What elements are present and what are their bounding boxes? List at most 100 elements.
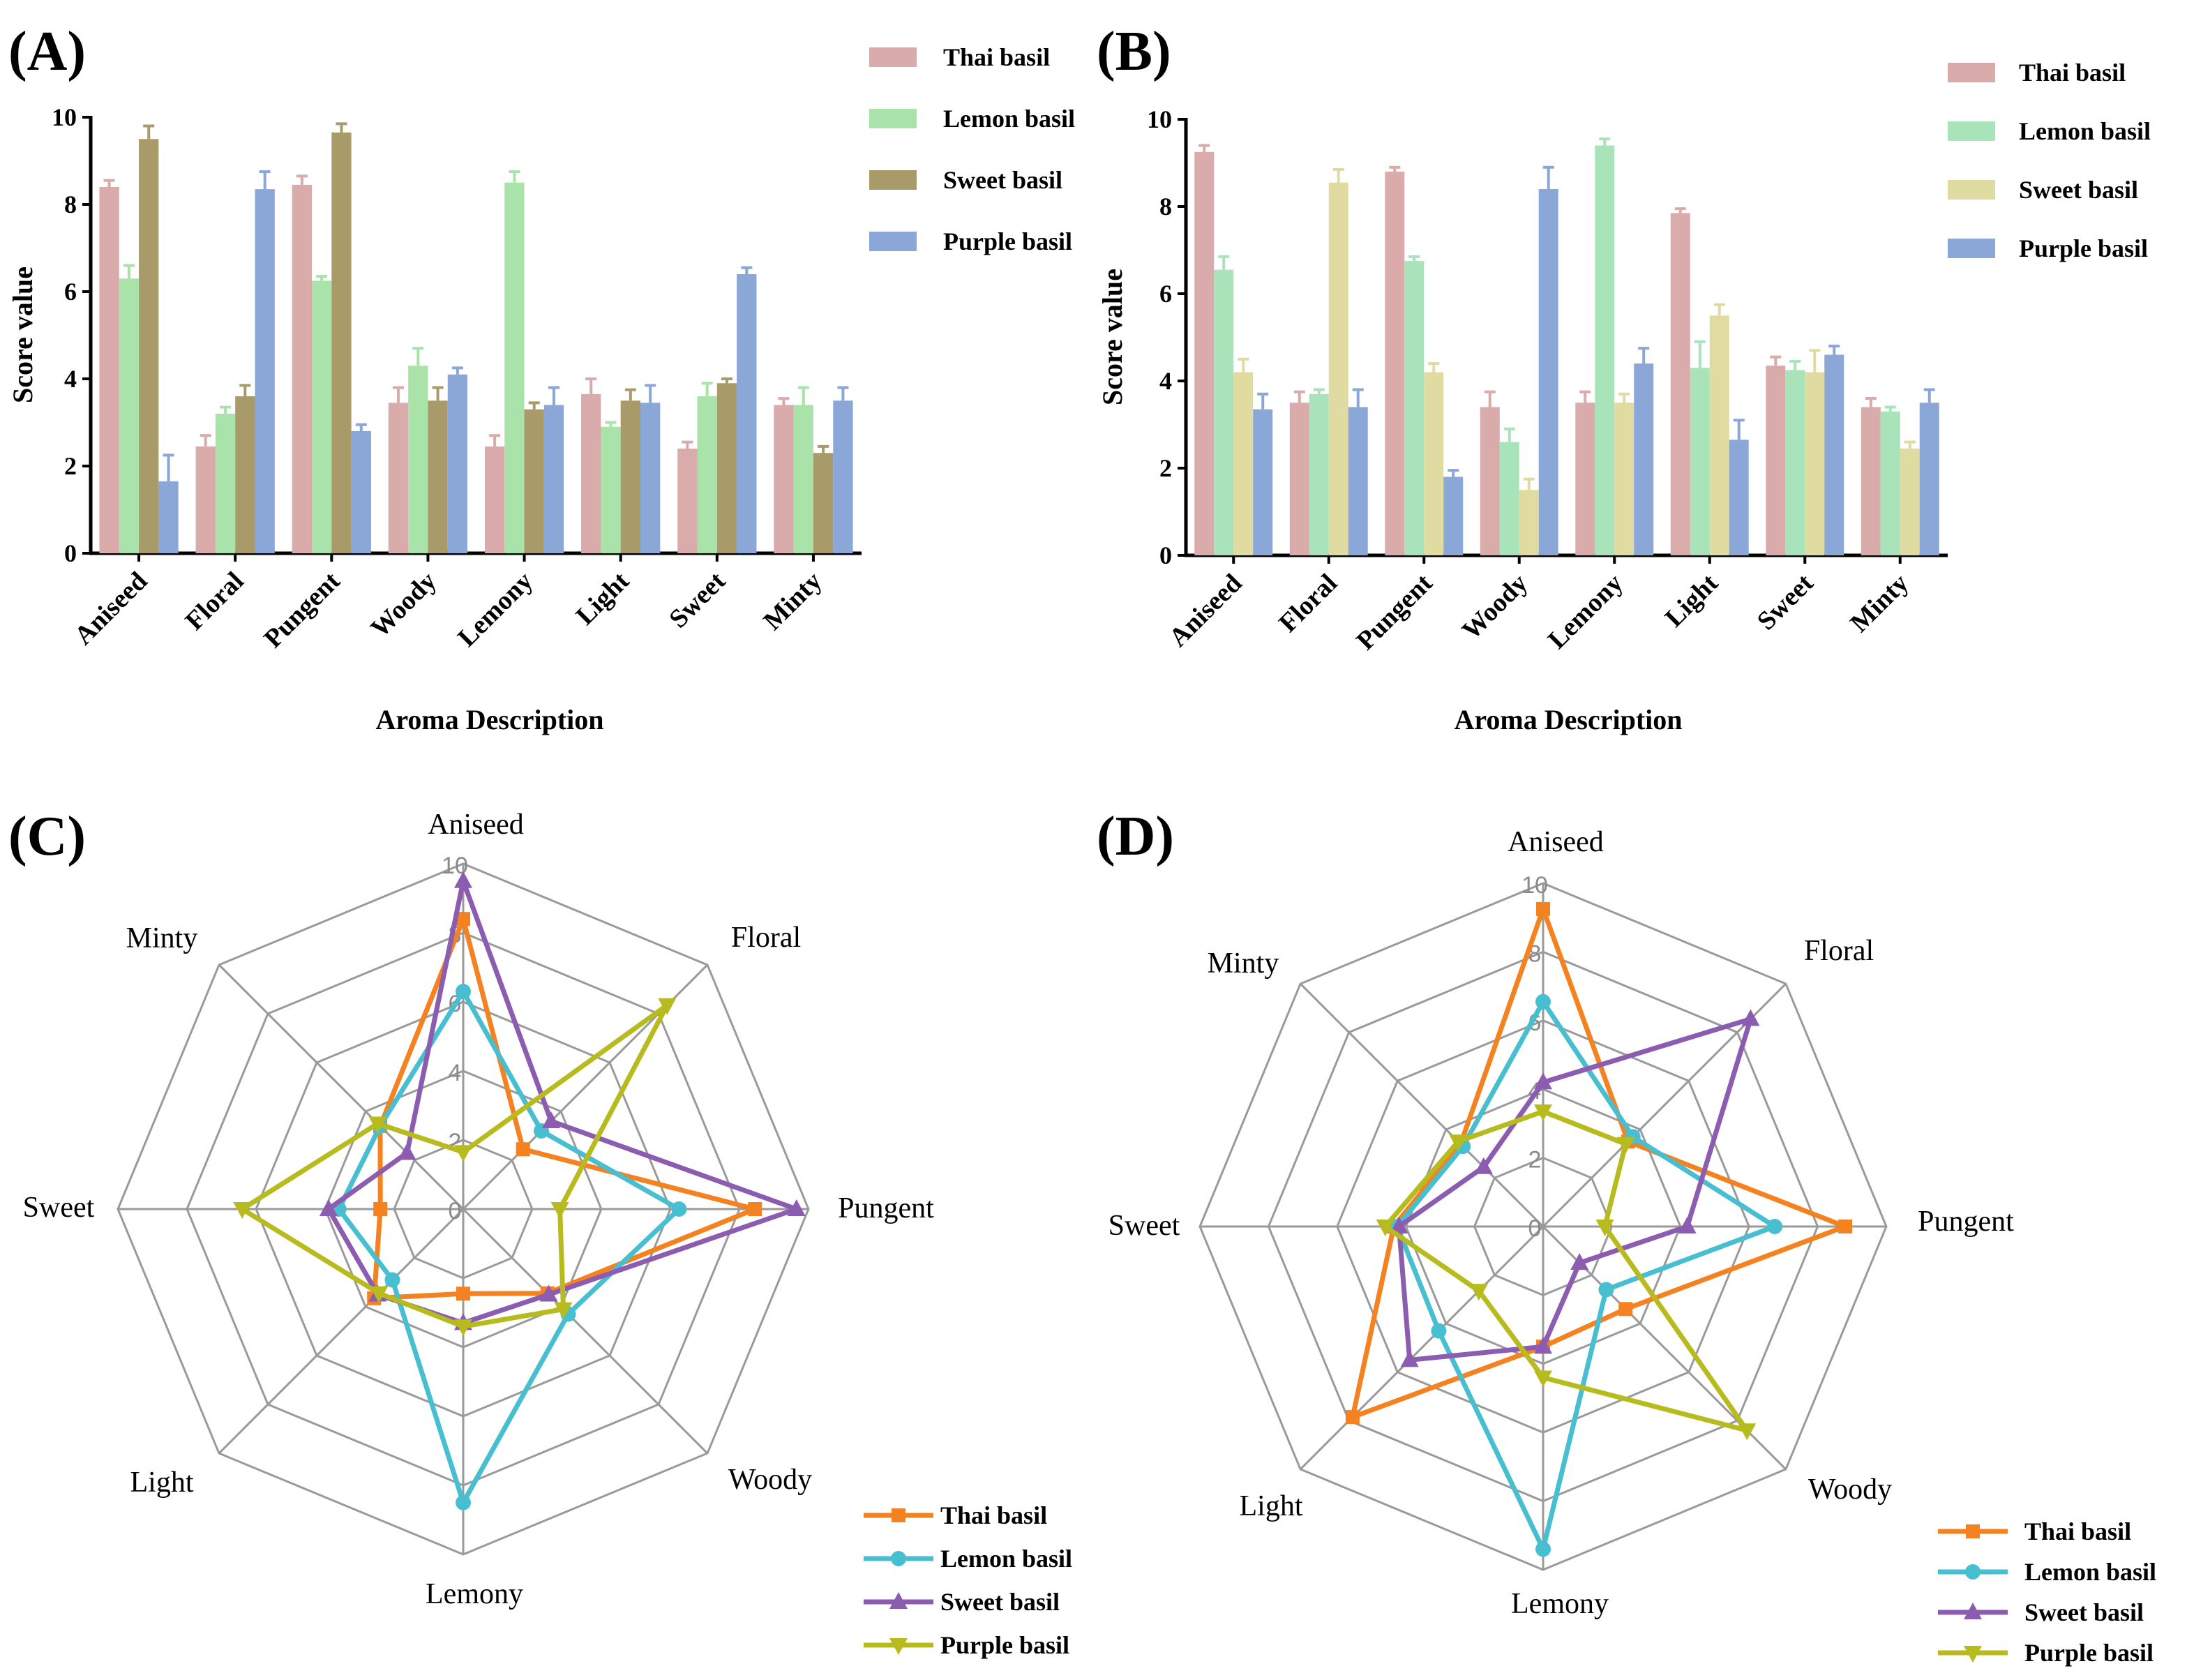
series-marker: [1376, 1220, 1395, 1236]
y-tick-label: 6: [1159, 280, 1172, 308]
series-marker: [1534, 1337, 1552, 1354]
legend-swatch: [1948, 180, 1995, 200]
series-marker: [1598, 1282, 1614, 1298]
bar: [1538, 189, 1558, 555]
y-tick-label: 4: [64, 365, 77, 393]
bar: [351, 431, 371, 553]
radar-tick-label: 10: [1521, 872, 1548, 899]
series-marker: [542, 1111, 561, 1128]
bar: [484, 446, 505, 553]
series-marker: [1449, 1134, 1468, 1152]
legend-label: Lemon basil: [940, 1545, 1072, 1573]
legend-label: Purple basil: [943, 227, 1072, 255]
radar-axis-label: Floral: [1804, 935, 1874, 967]
legend-label: Sweet basil: [943, 166, 1062, 194]
bar: [1253, 409, 1273, 555]
bar: [601, 426, 621, 553]
bar: [1709, 315, 1729, 555]
legend-label: Thai basil: [940, 1501, 1047, 1529]
bar: [1805, 372, 1825, 555]
bar: [737, 274, 757, 553]
legend-swatch: [1948, 121, 1995, 141]
radar-axis-label: Lemony: [426, 1578, 523, 1610]
series-marker: [1570, 1253, 1589, 1270]
series-marker: [1966, 1524, 1980, 1538]
x-tick-label: Woody: [365, 567, 442, 643]
bar: [1424, 372, 1444, 555]
series-marker: [373, 1202, 388, 1216]
bar: [1670, 213, 1690, 555]
bar: [255, 189, 275, 553]
radar-spoke: [1300, 983, 1545, 1228]
bar: [1499, 442, 1519, 555]
x-tick-label: Minty: [758, 567, 827, 636]
series-marker: [787, 1199, 806, 1216]
y-tick-label: 4: [1159, 367, 1172, 395]
radar-axis-label: Light: [1240, 1490, 1303, 1522]
series-marker: [456, 1494, 471, 1510]
x-axis-title: Aroma Description: [1455, 704, 1683, 735]
radar-spoke: [1300, 1225, 1545, 1470]
radar-axis-label: Aniseed: [1508, 826, 1604, 858]
series-marker: [1345, 1410, 1360, 1425]
series-marker: [1595, 1220, 1614, 1236]
x-tick-label: Floral: [1273, 569, 1343, 638]
series-marker: [516, 1142, 530, 1157]
bar: [677, 449, 698, 553]
x-tick-label: Woody: [1457, 569, 1533, 645]
legend-label: Purple basil: [2024, 1639, 2154, 1667]
radar-tick-label: 6: [1528, 1010, 1542, 1036]
x-tick-label: Sweet: [663, 566, 731, 633]
bar: [697, 396, 717, 553]
bar: [408, 366, 428, 553]
radar-spoke: [218, 963, 465, 1210]
radar-axis-label: Aniseed: [428, 809, 524, 841]
series-marker: [1964, 1646, 1982, 1663]
series-marker: [1534, 1104, 1552, 1122]
bar: [119, 278, 140, 553]
legend-swatch: [869, 170, 917, 190]
bar: [1233, 372, 1254, 555]
y-tick-label: 8: [64, 190, 77, 218]
radar-axis-label: Lemony: [1511, 1588, 1609, 1620]
x-tick-label: Lemony: [452, 567, 539, 653]
legend-label: Thai basil: [2019, 59, 2126, 87]
bar: [1309, 393, 1329, 555]
legend-swatch: [869, 232, 917, 251]
series-marker: [1616, 1137, 1635, 1154]
radar-tick-label: 0: [1528, 1215, 1542, 1242]
series-marker: [454, 1145, 472, 1162]
bar: [1443, 477, 1464, 555]
radar-axis-label: Minty: [1208, 947, 1279, 980]
radar-axis-label: Sweet: [23, 1192, 95, 1224]
bar: [524, 409, 544, 553]
bar: [1614, 403, 1634, 555]
radar-spoke: [462, 1208, 709, 1455]
bar: [1575, 403, 1595, 555]
x-axis-title: Aroma Description: [376, 704, 604, 735]
series-marker: [554, 1302, 573, 1319]
series-marker: [748, 1202, 762, 1216]
bar: [793, 405, 813, 553]
series-marker: [1534, 1370, 1552, 1388]
series-marker: [1965, 1564, 1981, 1580]
series-marker: [539, 1284, 558, 1302]
series-marker: [1767, 1219, 1783, 1234]
series-marker: [456, 1287, 470, 1301]
bar: [447, 374, 468, 553]
radar-spoke: [218, 1208, 465, 1455]
radar-axis-label: Minty: [126, 922, 198, 954]
x-tick-label: Pungent: [1351, 568, 1438, 655]
bar: [833, 400, 853, 553]
legend-label: Purple basil: [2019, 234, 2148, 262]
series-marker: [891, 1551, 906, 1566]
series-marker: [1535, 993, 1551, 1010]
legend-label: Thai basil: [943, 43, 1050, 71]
bar: [1194, 151, 1215, 555]
series-marker: [1390, 1217, 1408, 1233]
series-marker: [550, 1202, 569, 1219]
bar: [1880, 411, 1900, 555]
bar: [428, 400, 448, 553]
